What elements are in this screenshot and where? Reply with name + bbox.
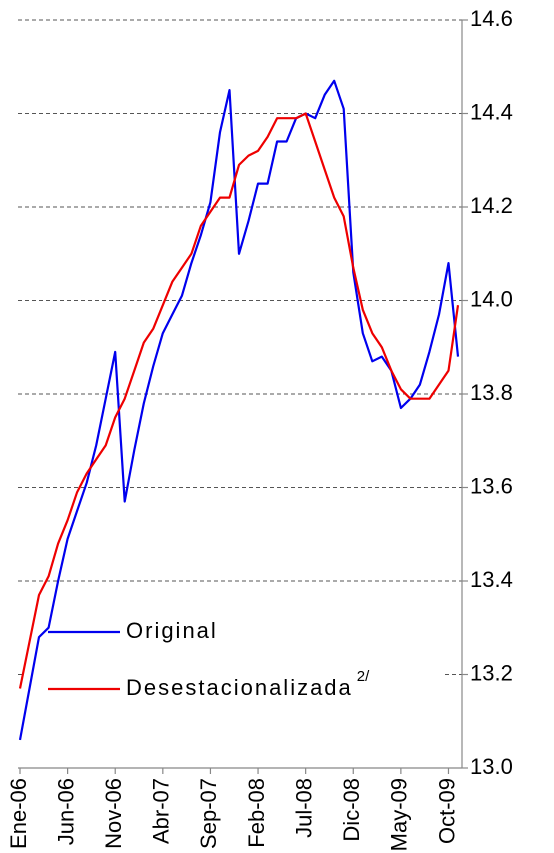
legend-box (22, 605, 442, 715)
series-line (18, 112, 460, 689)
series-line (18, 79, 460, 741)
legend-label: Original (126, 618, 218, 643)
x-tick-label: Jun-06 (53, 778, 78, 845)
y-tick-label: 14.2 (470, 193, 513, 218)
x-tick-label: Sep-07 (196, 778, 221, 849)
x-tick-label: May-09 (387, 778, 412, 851)
x-tick-label: Ene-06 (6, 778, 31, 849)
x-tick-label: Abr-07 (149, 778, 174, 844)
x-tick-label: Dic-08 (339, 778, 364, 842)
y-tick-label: 13.0 (470, 754, 513, 779)
y-tick-label: 14.6 (470, 6, 513, 31)
y-tick-label: 13.8 (470, 380, 513, 405)
x-tick-label: Feb-08 (244, 778, 269, 848)
x-tick-label: Nov-06 (101, 778, 126, 849)
y-tick-label: 14.4 (470, 99, 513, 124)
y-tick-label: 14.0 (470, 286, 513, 311)
y-tick-label: 13.6 (470, 473, 513, 498)
legend-label: Desestacionalizada (126, 675, 353, 700)
y-tick-label: 13.2 (470, 660, 513, 685)
x-tick-label: Jul-08 (291, 778, 316, 838)
y-tick-label: 13.4 (470, 567, 513, 592)
legend-footnote: 2/ (357, 668, 370, 685)
x-tick-label: Oct-09 (434, 778, 459, 844)
